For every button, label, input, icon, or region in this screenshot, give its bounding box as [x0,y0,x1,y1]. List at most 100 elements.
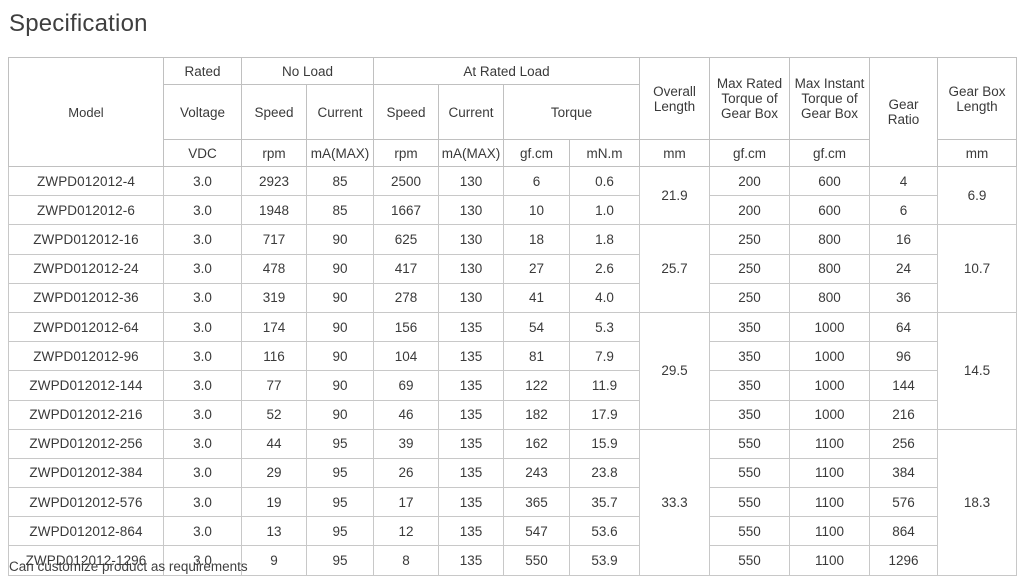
cell-torque-mnm: 1.8 [569,224,641,255]
cell-voltage: 3.0 [163,370,242,401]
cell-model: ZWPD012012-4 [8,165,164,197]
header-gear-box-length: Gear Box Length [937,57,1018,140]
cell-voltage: 3.0 [163,253,242,284]
cell-rated-load-current: 130 [438,165,505,197]
cell-overall-length: 21.9 [639,165,711,226]
cell-no-load-speed: 44 [241,428,307,459]
table-row: ZWPD012012-256 3.0 44 95 39 135 162 15.9 33.3 550… [8,428,1018,576]
cell-rated-load-current: 135 [438,487,505,518]
cell-max-rated-torque: 250 [709,282,791,313]
cell-rated-load-speed: 39 [373,428,440,459]
cell-torque-gfcm: 365 [503,487,571,518]
cell-model: ZWPD012012-144 [8,370,164,401]
cell-model: ZWPD012012-256 [8,428,164,459]
unit-overall-length: mm [639,139,711,167]
page-title: Specification [9,10,148,37]
cell-torque-mnm: 11.9 [569,370,641,401]
table-row: ZWPD012012-1296 3.0 9 95 8 135 550 53.9 550 1100 1… [8,545,1017,576]
cell-torque-gfcm: 10 [503,195,571,226]
cell-max-instant-torque: 800 [789,253,871,284]
cell-torque-mnm: 7.9 [569,341,641,372]
cell-voltage: 3.0 [163,195,242,226]
cell-model: ZWPD012012-64 [8,311,164,343]
cell-max-rated-torque: 250 [709,253,791,284]
cell-no-load-current: 90 [305,224,375,255]
cell-gear-box-length: 6.9 [937,165,1018,226]
cell-voltage: 3.0 [163,341,242,372]
cell-rated-load-speed: 417 [373,253,440,284]
unit-voltage: VDC [163,139,242,167]
cell-rated-load-current: 135 [438,516,505,547]
cell-gear-box-length: 18.3 [937,428,1018,576]
cell-max-instant-torque: 1100 [789,545,871,576]
cell-rated-load-current: 135 [438,399,505,430]
cell-rated-load-current: 135 [438,370,505,401]
cell-max-instant-torque: 1000 [789,370,871,401]
cell-torque-gfcm: 18 [503,224,571,255]
cell-max-instant-torque: 1100 [789,516,871,547]
unit-gear-box-length: mm [937,139,1018,167]
cell-no-load-current: 90 [305,311,375,343]
cell-voltage: 3.0 [163,224,242,255]
header-row-groups: Model Rated No Load At Rated Load Overal… [8,57,1018,167]
cell-voltage: 3.0 [163,457,242,489]
header-max-instant-torque: Max Instant Torque of Gear Box [789,57,871,140]
cell-max-instant-torque: 800 [789,282,871,313]
header-no-load-current: Current [305,84,375,140]
cell-no-load-speed: 1948 [241,195,307,226]
cell-rated-load-current: 130 [438,195,505,226]
cell-rated-load-speed: 26 [373,457,440,489]
cell-voltage: 3.0 [163,428,242,459]
cell-max-rated-torque: 350 [709,370,791,401]
cell-gear-ratio: 36 [869,282,939,313]
cell-rated-load-speed: 625 [373,224,440,255]
cell-torque-mnm: 35.7 [569,487,641,518]
cell-no-load-current: 90 [305,341,375,372]
table-row: ZWPD012012-16 3.0 717 90 625 130 18 1.8 25.7 250 8… [8,224,1018,313]
unit-no-load-speed: rpm [241,139,307,167]
cell-rated-load-speed: 69 [373,370,440,401]
cell-max-rated-torque: 200 [709,195,791,226]
cell-torque-mnm: 15.9 [569,428,641,459]
table-row: ZWPD012012-36 3.0 319 90 278 130 41 4.0 250 800 36 [8,282,1017,313]
cell-torque-mnm: 17.9 [569,399,641,430]
header-group-no-load: No Load [240,57,375,85]
cell-model: ZWPD012012-96 [8,341,164,372]
cell-overall-length: 33.3 [639,428,711,576]
cell-gear-ratio: 6 [869,195,939,226]
table-row: ZWPD012012-6 3.0 1948 85 1667 130 10 1.0 200 600 6 [8,195,1017,226]
cell-rated-load-current: 130 [438,224,505,255]
cell-no-load-current: 90 [305,399,375,430]
table-row: ZWPD012012-216 3.0 52 90 46 135 182 17.9 350 1000… [8,399,1017,430]
cell-rated-load-current: 135 [438,311,505,343]
cell-model: ZWPD012012-16 [8,224,164,255]
header-max-rated-torque: Max Rated Torque of Gear Box [709,57,791,140]
table-row: ZWPD012012-64 3.0 174 90 156 135 54 5.3 29.5 350 1… [8,311,1018,430]
cell-rated-load-speed: 1667 [373,195,440,226]
table-row: ZWPD012012-4 3.0 2923 85 2500 130 6 0.6 21.9 200 6… [8,165,1018,226]
cell-no-load-current: 85 [305,195,375,226]
cell-torque-gfcm: 162 [503,428,571,459]
cell-no-load-current: 95 [305,487,375,518]
cell-no-load-current: 95 [305,428,375,459]
cell-max-rated-torque: 350 [709,341,791,372]
cell-voltage: 3.0 [163,165,242,197]
cell-no-load-current: 95 [305,516,375,547]
cell-model: ZWPD012012-36 [8,282,164,313]
cell-torque-mnm: 2.6 [569,253,641,284]
cell-overall-length: 25.7 [639,224,711,313]
unit-torque-mnm: mN.m [569,139,641,167]
cell-rated-load-speed: 46 [373,399,440,430]
table-body: ZWPD012012-4 3.0 2923 85 2500 130 6 0.6 21.9 200 6… [8,165,1018,576]
table-row: ZWPD012012-144 3.0 77 90 69 135 122 11.9 350 1000… [8,370,1017,401]
table-row: ZWPD012012-96 3.0 116 90 104 135 81 7.9 350 1000 9… [8,341,1017,372]
cell-rated-load-speed: 2500 [373,165,440,197]
cell-max-rated-torque: 550 [709,428,791,459]
cell-rated-load-current: 130 [438,282,505,313]
header-torque: Torque [503,84,641,140]
cell-max-instant-torque: 1000 [789,399,871,430]
cell-rated-load-speed: 17 [373,487,440,518]
cell-voltage: 3.0 [163,545,242,576]
header-no-load-speed: Speed [241,84,307,140]
table-row: ZWPD012012-384 3.0 29 95 26 135 243 23.8 550 1100… [8,457,1017,489]
